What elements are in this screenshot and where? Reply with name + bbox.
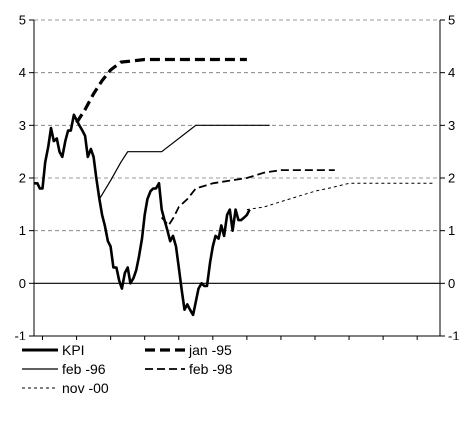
legend-swatch-nov-00	[22, 387, 58, 389]
y-tick-label-right-6: 5	[448, 13, 455, 28]
y-tick-label-left-0: -1	[14, 329, 26, 341]
y-tick-label-right-5: 4	[448, 65, 455, 80]
y-tick-label-left-1: 0	[19, 276, 26, 291]
legend-swatch-feb-96	[22, 368, 58, 370]
legend-swatch-jan-95	[145, 348, 185, 352]
y-tick-label-right-2: 1	[448, 223, 455, 238]
series-line-feb-96	[98, 124, 270, 200]
legend-label-nov-00: nov -00	[62, 380, 109, 396]
legend-label-feb-96: feb -96	[62, 361, 106, 377]
y-tick-label-right-0: -1	[448, 329, 460, 341]
legend-label-kpi: KPI	[62, 342, 85, 358]
gridlines	[34, 19, 440, 284]
legend: KPI jan -95 feb -96 feb -98 nov -00	[0, 340, 300, 423]
y-tick-label-left-6: 5	[19, 13, 26, 28]
series-line-jan-95	[75, 57, 247, 124]
legend-swatch-kpi	[22, 348, 58, 352]
axes	[29, 19, 445, 340]
legend-item-nov-00: nov -00	[22, 380, 109, 396]
y-tick-label-left-2: 1	[19, 223, 26, 238]
y-tick-label-right-1: 0	[448, 276, 455, 291]
legend-item-feb-98: feb -98	[145, 361, 233, 377]
y-tick-label-left-4: 3	[19, 118, 26, 133]
legend-item-jan-95: jan -95	[145, 342, 232, 358]
y-tick-label-left-3: 2	[19, 171, 26, 186]
legend-swatch-feb-98	[145, 368, 185, 370]
legend-label-jan-95: jan -95	[189, 342, 232, 358]
chart-svg: -1-1001122334455949698000204	[14, 13, 460, 341]
tick-labels: -1-1001122334455949698000204	[14, 13, 459, 341]
legend-label-feb-98: feb -98	[189, 361, 233, 377]
legend-item-kpi: KPI	[22, 342, 85, 358]
y-tick-label-right-3: 2	[448, 171, 455, 186]
y-tick-label-left-5: 4	[19, 65, 26, 80]
series-line-kpi	[34, 113, 251, 317]
series-lines	[34, 57, 435, 317]
series-line-feb-98	[161, 169, 335, 227]
y-tick-label-right-4: 3	[448, 118, 455, 133]
legend-item-feb-96: feb -96	[22, 361, 106, 377]
series-line-nov-00	[246, 182, 435, 211]
